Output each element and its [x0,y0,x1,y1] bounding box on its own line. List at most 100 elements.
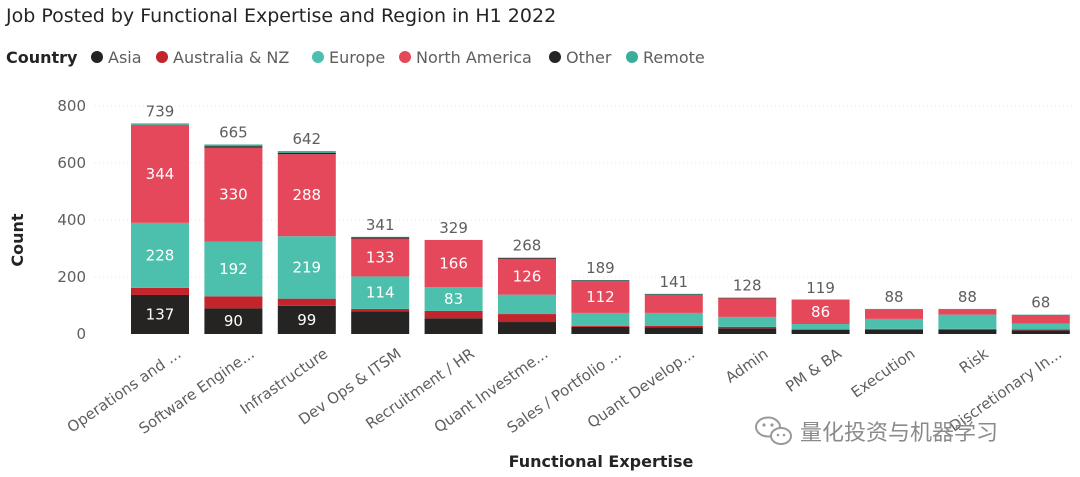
watermark: 量化投资与机器学习 [755,416,998,446]
bar-segment[interactable] [865,329,923,334]
bar-segment[interactable] [571,326,630,334]
legend-marker [626,51,638,63]
bar-segment[interactable] [204,147,263,242]
bar-segment[interactable] [718,298,777,317]
legend[interactable]: Country Asia Australia & NZ Europe North Ame… [6,48,705,67]
bar-segment[interactable] [644,294,703,295]
bar-segment[interactable] [938,314,997,329]
bar-segment[interactable] [424,318,483,334]
bar-segment[interactable] [351,238,410,277]
bar-segment[interactable] [571,312,630,326]
bar-segment[interactable] [277,298,336,306]
bar-segment[interactable] [1011,315,1070,324]
bar-segment[interactable] [204,146,263,148]
legend-item-asia[interactable]: Asia [91,48,142,67]
bar-segment[interactable] [791,329,850,330]
bar-segment[interactable] [865,309,923,319]
bar-segment[interactable] [644,325,703,328]
legend-label: Remote [643,48,705,67]
total-label: 68 [1031,294,1050,312]
bar-segment[interactable] [131,287,189,295]
bar-segment[interactable] [498,314,556,323]
bar-segment[interactable] [351,237,410,239]
bar-segment[interactable] [571,325,630,327]
bar-segment[interactable] [131,294,189,334]
legend-item-europe[interactable]: Europe [312,48,385,67]
bar-segment[interactable] [498,294,556,315]
bar-group[interactable]: 141 [644,273,703,334]
bar-group[interactable]: 99 219 288 642 [277,130,336,334]
bar-segment[interactable] [571,280,630,281]
bar-segment[interactable] [644,312,703,326]
bar-segment[interactable] [791,299,850,325]
bar-segment[interactable] [351,311,410,334]
bar-segment[interactable] [351,236,410,238]
bar-segment[interactable] [644,293,703,295]
bar-segment[interactable] [498,322,556,334]
bar-segment[interactable] [277,152,336,155]
bar-segment[interactable] [718,328,777,334]
legend-item-other[interactable]: Other [549,48,612,67]
bar-segment[interactable] [424,310,483,319]
bar-segment[interactable] [204,241,263,297]
bar-segment[interactable] [1011,323,1070,330]
bar-segment[interactable] [718,316,777,327]
bar-segment[interactable] [277,154,336,237]
legend-item-australia-nz[interactable]: Australia & NZ [156,48,289,67]
bar-segment[interactable] [204,308,263,334]
bar-group[interactable]: 88 [938,288,997,334]
bar-segment[interactable] [498,258,556,295]
legend-marker [549,51,561,63]
legend-marker [399,51,411,63]
bar-segment[interactable] [865,328,923,330]
bar-segment[interactable] [131,124,189,223]
bar-group[interactable]: 137 228 344 739 [131,102,189,334]
bar-segment[interactable] [938,329,997,334]
bar-group[interactable]: 128 [718,277,777,334]
bar-segment[interactable] [204,296,263,309]
bar-group[interactable]: 88 [865,288,923,334]
legend-item-remote[interactable]: Remote [626,48,705,67]
bar-segment[interactable] [1011,329,1070,331]
bar-segment[interactable] [351,276,410,309]
bar-segment[interactable] [791,324,850,330]
bar-segment[interactable] [277,236,336,299]
data-label: 344 [146,165,175,183]
total-label: 141 [659,273,688,291]
bar-segment[interactable] [718,326,777,329]
bar-segment[interactable] [644,327,703,334]
bar-group[interactable]: 83 166 329 [424,219,483,334]
bar-segment[interactable] [424,287,483,311]
bar-segment[interactable] [938,328,997,330]
chart-title: Job Posted by Functional Expertise and R… [5,5,556,27]
bar-segment[interactable] [644,294,703,313]
total-label: 119 [806,279,835,297]
bar-segment[interactable] [351,308,410,312]
bar-segment[interactable] [131,222,189,288]
total-label: 88 [958,288,977,306]
bar-segment[interactable] [791,329,850,334]
bar-segment[interactable] [938,309,997,315]
bar-segment[interactable] [865,318,923,329]
bar-segment[interactable] [277,151,336,153]
bar-segment[interactable] [498,257,556,259]
x-tick-label: Execution [848,345,919,402]
bar-segment[interactable] [1011,330,1070,334]
legend-label: Asia [108,48,142,67]
bar-group[interactable]: 112 189 [571,259,630,334]
bar-segment[interactable] [204,144,263,147]
bars[interactable]: 137 228 344 739 90 192 330 665 99 219 288 642 114 133… [131,102,1070,334]
bar-segment[interactable] [424,239,483,288]
bar-segment[interactable] [277,305,336,334]
data-label: 133 [366,248,395,266]
bar-group[interactable]: 114 133 341 [351,216,410,334]
bar-group[interactable]: 126 268 [498,237,556,334]
data-label: 90 [224,312,243,330]
bar-group[interactable]: 90 192 330 665 [204,123,263,334]
bar-segment[interactable] [131,123,189,125]
legend-item-north-america[interactable]: North America [399,48,532,67]
bar-group[interactable]: 68 [1011,294,1070,334]
bar-segment[interactable] [571,280,630,313]
bar-segment[interactable] [718,297,777,299]
